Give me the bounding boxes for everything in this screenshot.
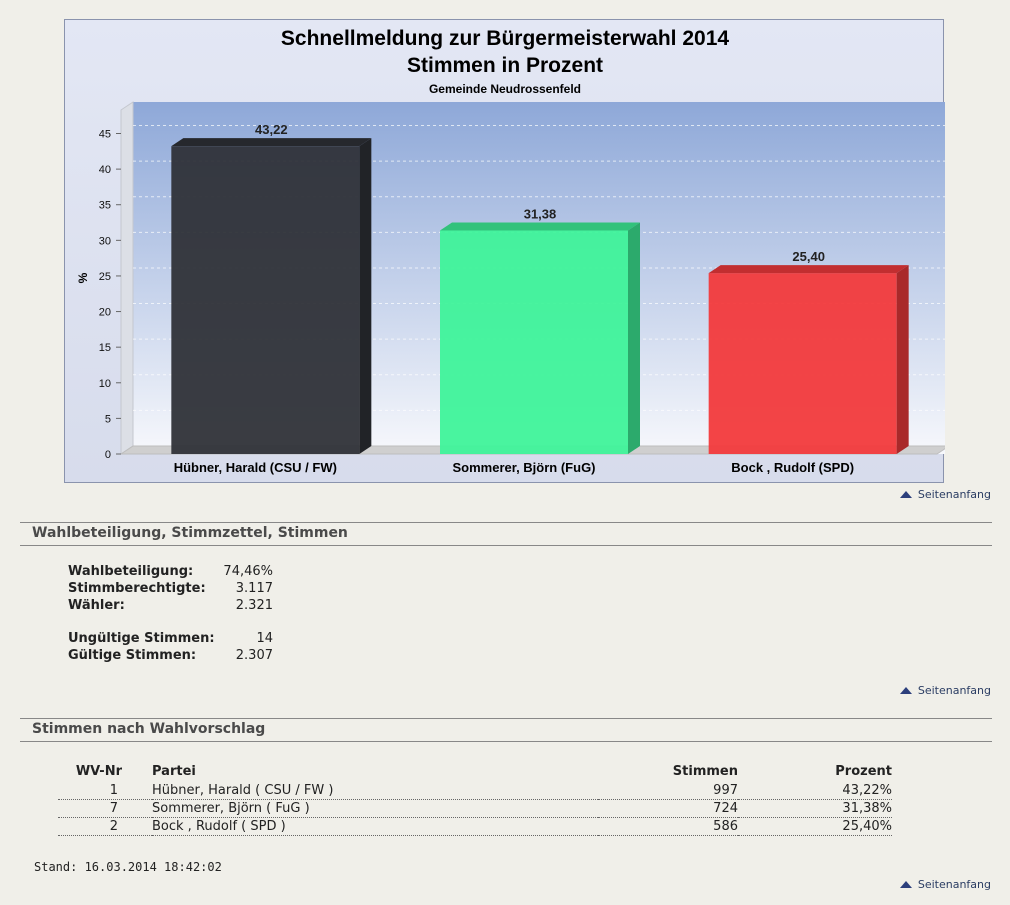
back-to-top-link-3[interactable]: Seitenanfang xyxy=(899,878,991,891)
stat-value: 3.117 xyxy=(235,581,273,596)
timestamp: Stand: 16.03.2014 18:42:02 xyxy=(34,860,222,874)
col-header-party: Partei xyxy=(152,763,196,779)
chart-title: Schnellmeldung zur Bürgermeisterwahl 201… xyxy=(281,27,729,50)
chart-subtitle: Stimmen in Prozent xyxy=(407,54,603,77)
y-tick-label: 0 xyxy=(105,449,111,461)
cell-party: Bock , Rudolf ( SPD ) xyxy=(152,817,598,836)
stat-row-eligible: Stimmberechtigte: 3.117 xyxy=(68,581,273,598)
y-tick-label: 30 xyxy=(99,235,111,247)
y-tick-label: 35 xyxy=(99,200,111,212)
stat-value: 74,46% xyxy=(223,564,273,579)
cell-nr: 1 xyxy=(58,782,152,800)
back-to-top-label: Seitenanfang xyxy=(917,878,991,891)
cell-percent: 25,40% xyxy=(738,817,892,836)
back-to-top-link-1[interactable]: Seitenanfang xyxy=(899,488,991,501)
back-to-top-label: Seitenanfang xyxy=(917,684,991,697)
plot-left-wall xyxy=(120,101,134,455)
stat-row-valid: Gültige Stimmen: 2.307 xyxy=(68,648,273,665)
votes-section-title: Stimmen nach Wahlvorschlag xyxy=(20,718,992,742)
bar-top xyxy=(708,265,909,274)
bar-top xyxy=(440,222,640,231)
stat-row-voters: Wähler: 2.321 xyxy=(68,598,273,615)
x-category-label: Sommerer, Björn (FuG) xyxy=(452,460,595,475)
cell-percent: 31,38% xyxy=(738,799,892,818)
back-to-top-label: Seitenanfang xyxy=(917,488,991,501)
arrow-up-icon xyxy=(899,687,912,694)
turnout-stats: Wahlbeteiligung: 74,46% Stimmberechtigte… xyxy=(68,564,273,665)
bar-side xyxy=(359,138,372,454)
cell-party: Hübner, Harald ( CSU / FW ) xyxy=(152,782,598,800)
x-category-label: Hübner, Harald (CSU / FW) xyxy=(174,460,337,475)
x-category-label: Bock , Rudolf (SPD) xyxy=(731,460,854,475)
turnout-section-title: Wahlbeteiligung, Stimmzettel, Stimmen xyxy=(20,522,992,546)
cell-votes: 997 xyxy=(598,782,738,800)
stat-label: Wahlbeteiligung: xyxy=(68,564,194,579)
y-tick-label: 20 xyxy=(99,307,111,319)
arrow-up-icon xyxy=(899,491,912,498)
bar xyxy=(708,273,897,454)
bar-value-label: 43,22 xyxy=(255,122,288,137)
votes-table: WV-Nr Partei Stimmen Prozent 1 Hübner, H… xyxy=(58,760,892,836)
table-row: 1 Hübner, Harald ( CSU / FW ) 997 43,22% xyxy=(58,782,892,800)
table-row: 7 Sommerer, Björn ( FuG ) 724 31,38% xyxy=(58,799,892,818)
back-to-top-link-2[interactable]: Seitenanfang xyxy=(899,684,991,697)
y-tick-label: 45 xyxy=(99,129,111,141)
chart-sub-subtitle: Gemeinde Neudrossenfeld xyxy=(429,82,581,96)
bar-top xyxy=(171,138,372,147)
stat-label: Stimmberechtigte: xyxy=(68,581,206,596)
stat-row-invalid: Ungültige Stimmen: 14 xyxy=(68,631,273,648)
arrow-up-icon xyxy=(899,881,912,888)
table-header-row: WV-Nr Partei Stimmen Prozent xyxy=(58,760,892,782)
bar-value-label: 31,38 xyxy=(524,207,557,222)
col-header-percent: Prozent xyxy=(835,763,892,779)
bar xyxy=(440,230,628,454)
bar-side xyxy=(628,222,640,454)
col-header-nr: WV-Nr xyxy=(75,763,122,779)
bar-value-label: 25,40 xyxy=(792,249,825,264)
cell-nr: 2 xyxy=(58,817,152,836)
y-tick-label: 15 xyxy=(99,342,111,354)
bar-side xyxy=(896,265,909,454)
y-axis-label: % xyxy=(76,272,90,283)
y-tick-label: 25 xyxy=(99,271,111,283)
stat-label: Gültige Stimmen: xyxy=(68,648,197,663)
cell-nr: 7 xyxy=(58,799,152,818)
cell-percent: 43,22% xyxy=(738,782,892,800)
y-tick-label: 5 xyxy=(105,413,111,425)
stat-value: 14 xyxy=(256,631,273,646)
col-header-votes: Stimmen xyxy=(672,763,738,779)
cell-votes: 724 xyxy=(598,799,738,818)
stat-value: 2.307 xyxy=(235,648,273,663)
stat-label: Ungültige Stimmen: xyxy=(68,631,215,646)
bar-chart-svg: Schnellmeldung zur Bürgermeisterwahl 201… xyxy=(76,27,945,475)
stat-value: 2.321 xyxy=(235,598,273,613)
cell-votes: 586 xyxy=(598,817,738,836)
stat-label: Wähler: xyxy=(68,598,125,613)
results-chart: Schnellmeldung zur Bürgermeisterwahl 201… xyxy=(64,19,945,483)
y-tick-label: 10 xyxy=(99,378,111,390)
bar xyxy=(171,146,360,454)
table-row: 2 Bock , Rudolf ( SPD ) 586 25,40% xyxy=(58,817,892,836)
cell-party: Sommerer, Björn ( FuG ) xyxy=(152,799,598,818)
y-tick-label: 40 xyxy=(99,164,111,176)
stat-row-turnout: Wahlbeteiligung: 74,46% xyxy=(68,564,273,581)
